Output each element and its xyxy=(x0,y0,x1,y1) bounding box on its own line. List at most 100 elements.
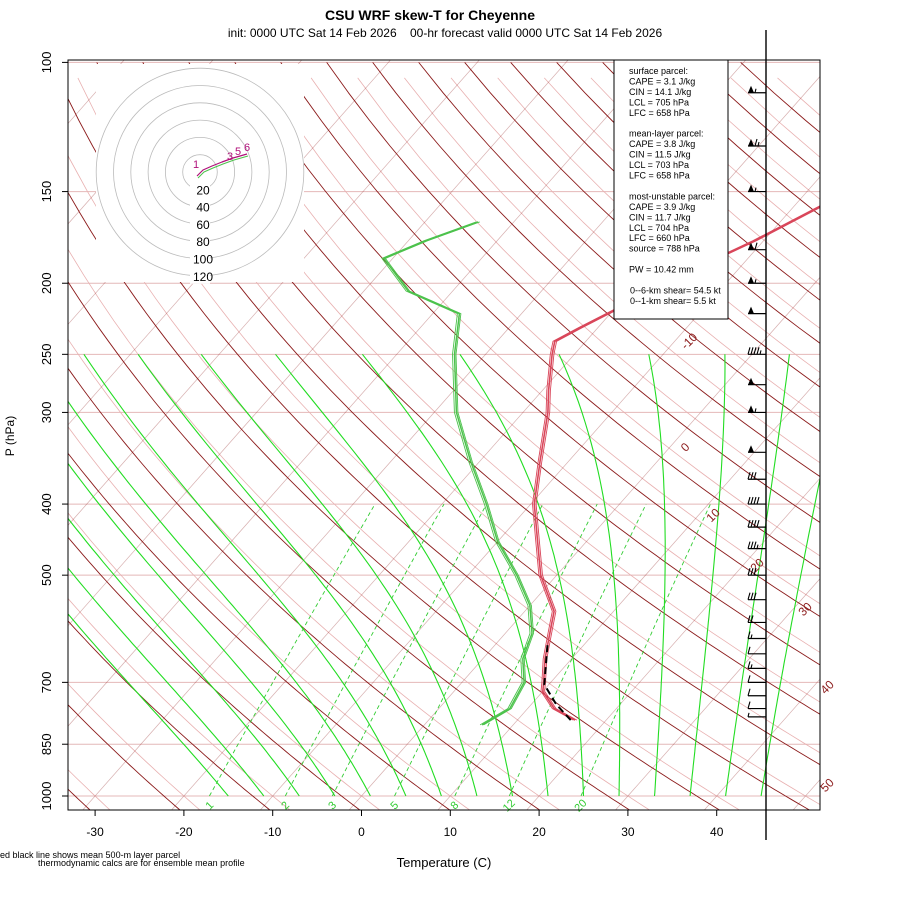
wind-barb xyxy=(747,519,766,528)
moist-adiabat-line xyxy=(689,354,726,797)
dry-adiabat-line xyxy=(357,77,820,510)
isotherm-label: 20 xyxy=(747,555,767,575)
info-line: source = 788 hPa xyxy=(629,244,700,254)
dry-adiabat-line xyxy=(68,154,741,810)
wind-barb-half-feather xyxy=(754,279,757,284)
hodograph-marker: 3 xyxy=(227,151,233,163)
wind-barb-feather xyxy=(750,347,754,355)
wind-barb-feather xyxy=(753,472,757,480)
wind-barb xyxy=(747,688,766,697)
info-line: CAPE = 3.9 J/kg xyxy=(629,202,695,212)
x-axis-label: Temperature (C) xyxy=(397,855,492,870)
wind-barb-half-feather xyxy=(756,544,759,549)
hodograph: 20 40 60 80 100 120 1 3 5 6 xyxy=(95,64,305,284)
x-tick-label: -20 xyxy=(175,825,193,839)
info-line: most-unstable parcel: xyxy=(629,191,715,201)
wind-barb xyxy=(747,472,766,480)
dry-adiabat-line xyxy=(68,512,381,810)
background-adiabat-line xyxy=(234,62,820,618)
hodograph-ring-label-bg xyxy=(190,236,210,250)
isotherm-line xyxy=(526,477,820,810)
dry-adiabat-line xyxy=(497,77,820,374)
info-line: LFC = 658 hPa xyxy=(629,171,690,181)
wind-barb-flag xyxy=(748,184,754,192)
x-tick-label: 20 xyxy=(532,825,546,839)
mixing-ratio-line xyxy=(454,503,598,797)
wind-barb-flag xyxy=(748,445,754,453)
wind-barb-feather xyxy=(756,496,760,505)
background-adiabat-line xyxy=(68,280,631,810)
p-tick-label: 100 xyxy=(39,52,54,74)
wind-barb-feather xyxy=(747,646,751,654)
dewpoint-trace xyxy=(384,221,534,726)
mixing-ratio-line xyxy=(394,503,544,797)
background-adiabat-line xyxy=(68,620,271,810)
info-line: PW = 10.42 mm xyxy=(629,265,694,275)
dry-adiabat-line xyxy=(264,77,820,605)
mixing-ratio-line xyxy=(508,503,647,797)
wind-barbs xyxy=(747,85,766,718)
moist-adiabat-line xyxy=(68,400,371,797)
background-adiabat-line xyxy=(418,62,820,433)
wind-barb xyxy=(748,85,766,94)
wind-barb-half-feather xyxy=(757,141,760,147)
wind-barb-feather xyxy=(747,519,751,528)
moist-adiabat-line xyxy=(83,353,407,797)
chart-subtitle: init: 0000 UTC Sat 14 Feb 2026 00-hr for… xyxy=(228,26,663,40)
background-adiabat-line xyxy=(142,62,820,715)
wind-barb xyxy=(747,568,766,576)
footnote-line-1: ed black line shows mean 500-m layer par… xyxy=(0,850,180,860)
p-tick-label: 1000 xyxy=(39,782,54,811)
wind-barb-feather xyxy=(750,519,754,528)
info-line: CIN = 14.1 J/kg xyxy=(629,87,691,97)
hodograph-marker: 1 xyxy=(193,159,199,171)
wind-barb-feather xyxy=(750,568,754,576)
info-line: LFC = 658 hPa xyxy=(629,108,690,118)
wind-barb-half-feather xyxy=(747,712,750,717)
plot-area xyxy=(68,60,820,810)
wind-barb-flag xyxy=(748,242,754,250)
info-line: surface parcel: xyxy=(629,66,688,76)
isotherm-line xyxy=(68,60,569,627)
wind-barb-feather xyxy=(747,496,751,505)
wind-barb-feather xyxy=(747,592,751,600)
p-tick-label: 500 xyxy=(39,564,54,586)
isotherm-line xyxy=(792,779,820,810)
wind-barb-feather xyxy=(747,541,751,549)
x-tick-label: 30 xyxy=(621,825,635,839)
p-tick-label: 200 xyxy=(39,272,54,294)
dry-adiabat-line xyxy=(404,77,820,464)
wind-barb-feather xyxy=(756,347,760,355)
wind-barb-half-feather xyxy=(750,634,753,639)
background-adiabat-line xyxy=(68,704,181,810)
background-adiabat-line xyxy=(464,62,820,388)
moist-adiabat-line xyxy=(68,517,300,797)
wind-barb xyxy=(748,377,766,386)
wind-barb xyxy=(748,138,766,147)
wind-barb-half-feather xyxy=(750,664,753,669)
wind-barb-feather xyxy=(747,472,751,480)
y-axis-label: P (hPa) xyxy=(3,416,17,456)
wind-barb xyxy=(747,592,766,601)
isotherm-label: 30 xyxy=(795,599,815,619)
hodograph-trace xyxy=(196,153,248,177)
moist-adiabat-line xyxy=(725,354,790,797)
wind-barb-feather xyxy=(753,541,757,549)
dewpoint-trace xyxy=(381,221,531,726)
isotherm-line xyxy=(703,678,820,810)
moist-adiabat-line xyxy=(459,353,585,797)
mixing-ratio-line xyxy=(331,503,487,797)
wind-barb-feather xyxy=(747,701,751,709)
moist-adiabat-line xyxy=(68,567,265,797)
background-adiabat-line xyxy=(280,62,820,570)
isotherm-label: 10 xyxy=(703,505,723,525)
wind-barb xyxy=(748,184,766,193)
dry-adiabat-line xyxy=(777,77,820,116)
info-line: CIN = 11.7 J/kg xyxy=(629,212,691,222)
wind-barb-half-feather xyxy=(754,187,757,192)
wind-barb-feather xyxy=(750,615,754,623)
wind-barb-flag xyxy=(748,85,754,93)
mixing-ratio-line xyxy=(284,503,445,797)
dry-adiabat-line xyxy=(68,338,561,810)
